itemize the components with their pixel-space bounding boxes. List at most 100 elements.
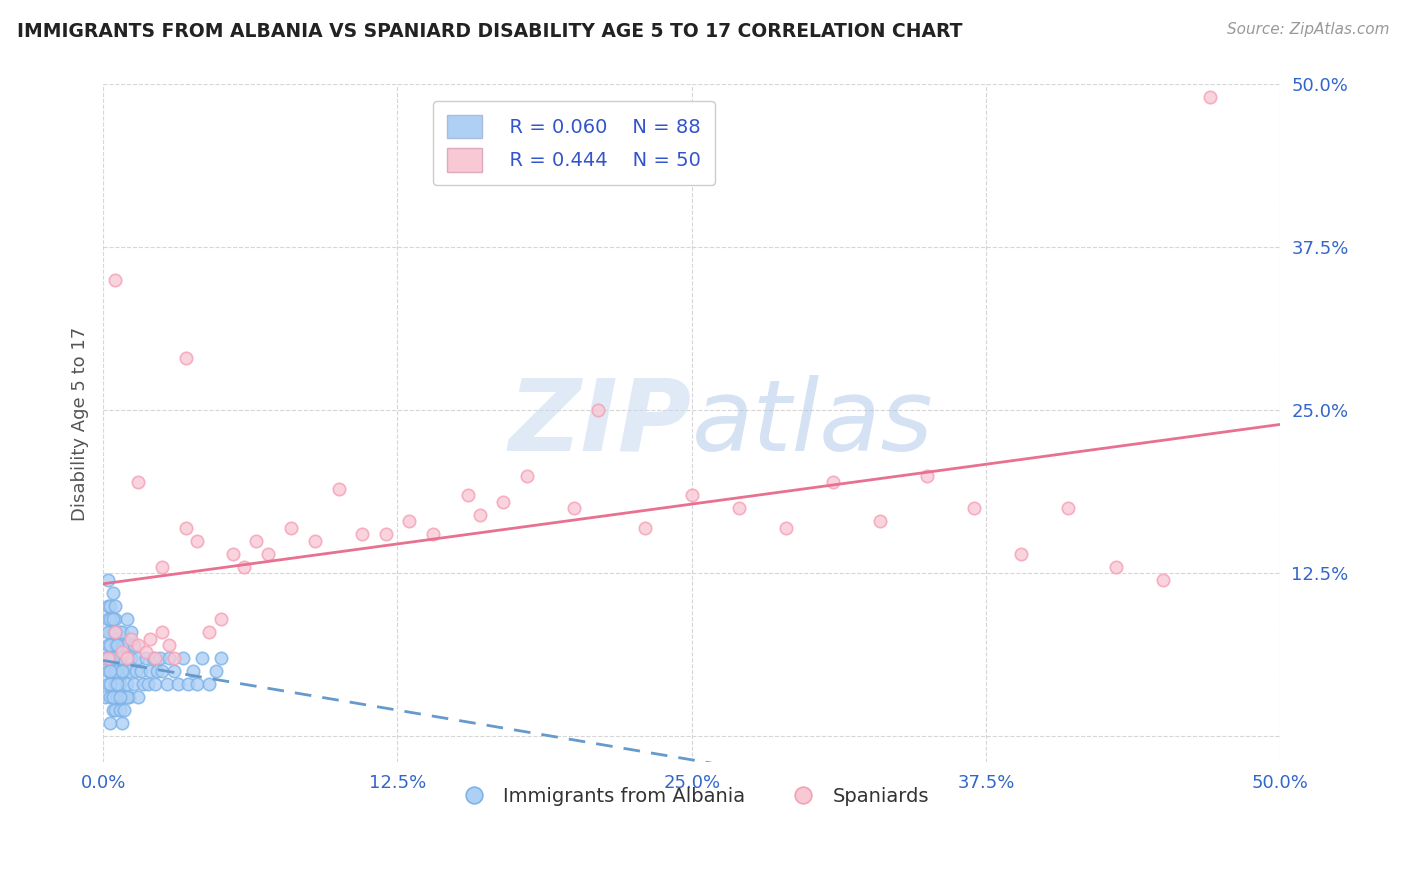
Legend: Immigrants from Albania, Spaniards: Immigrants from Albania, Spaniards [447, 780, 936, 814]
Point [143, 677, 166, 691]
Text: IMMIGRANTS FROM ALBANIA VS SPANIARD DISABILITY AGE 5 TO 17 CORRELATION CHART: IMMIGRANTS FROM ALBANIA VS SPANIARD DISA… [17, 22, 962, 41]
Point [94, 651, 117, 665]
Text: ZIP: ZIP [509, 375, 692, 472]
Point [101, 651, 124, 665]
Point [108, 625, 131, 640]
Point [125, 664, 148, 678]
Point [422, 527, 444, 541]
Point [112, 690, 135, 705]
Point [98, 599, 121, 613]
Point [120, 632, 142, 646]
Point [150, 625, 173, 640]
Point [142, 651, 165, 665]
Point [167, 677, 190, 691]
Point [221, 547, 243, 561]
Point [586, 403, 609, 417]
Point [174, 351, 197, 366]
Point [257, 547, 280, 561]
Point [869, 514, 891, 528]
Point [111, 690, 134, 705]
Point [205, 664, 228, 678]
Point [468, 508, 491, 522]
Point [101, 612, 124, 626]
Point [94, 690, 117, 705]
Point [104, 638, 127, 652]
Point [115, 638, 138, 652]
Point [127, 690, 149, 705]
Point [562, 501, 585, 516]
Point [98, 625, 121, 640]
Point [104, 625, 127, 640]
Point [104, 599, 127, 613]
Point [163, 651, 186, 665]
Point [129, 664, 152, 678]
Point [97, 677, 120, 691]
Point [101, 586, 124, 600]
Point [1057, 501, 1080, 516]
Point [115, 651, 138, 665]
Point [104, 677, 127, 691]
Point [108, 677, 131, 691]
Point [209, 612, 232, 626]
Point [245, 533, 267, 548]
Point [821, 475, 844, 490]
Point [146, 664, 169, 678]
Point [127, 638, 149, 652]
Point [101, 690, 124, 705]
Point [633, 521, 655, 535]
Point [118, 664, 141, 678]
Point [1010, 547, 1032, 561]
Point [374, 527, 396, 541]
Point [111, 645, 134, 659]
Point [115, 612, 138, 626]
Point [105, 664, 128, 678]
Point [398, 514, 420, 528]
Point [105, 638, 128, 652]
Point [111, 664, 134, 678]
Point [104, 625, 127, 640]
Point [132, 677, 155, 691]
Point [112, 638, 135, 652]
Point [198, 677, 221, 691]
Point [177, 677, 200, 691]
Point [98, 664, 121, 678]
Point [681, 488, 703, 502]
Point [98, 651, 121, 665]
Point [150, 560, 173, 574]
Point [98, 716, 121, 731]
Text: Source: ZipAtlas.com: Source: ZipAtlas.com [1226, 22, 1389, 37]
Point [156, 677, 179, 691]
Point [174, 521, 197, 535]
Point [186, 677, 208, 691]
Point [105, 690, 128, 705]
Point [516, 468, 538, 483]
Y-axis label: Disability Age 5 to 17: Disability Age 5 to 17 [72, 326, 89, 521]
Point [1152, 573, 1174, 587]
Point [1198, 90, 1220, 104]
Point [181, 664, 204, 678]
Point [104, 703, 127, 717]
Point [111, 651, 134, 665]
Point [149, 651, 172, 665]
Point [101, 625, 124, 640]
Point [163, 664, 186, 678]
Point [963, 501, 986, 516]
Point [104, 273, 127, 287]
Point [136, 677, 159, 691]
Point [352, 527, 374, 541]
Point [101, 690, 124, 705]
Point [120, 625, 142, 640]
Point [108, 703, 131, 717]
Point [198, 625, 221, 640]
Point [105, 638, 128, 652]
Point [328, 482, 350, 496]
Point [139, 632, 162, 646]
Point [98, 690, 121, 705]
Point [127, 475, 149, 490]
Point [915, 468, 938, 483]
Point [104, 664, 127, 678]
Point [143, 651, 166, 665]
Point [101, 664, 124, 678]
Point [108, 651, 131, 665]
Point [97, 612, 120, 626]
